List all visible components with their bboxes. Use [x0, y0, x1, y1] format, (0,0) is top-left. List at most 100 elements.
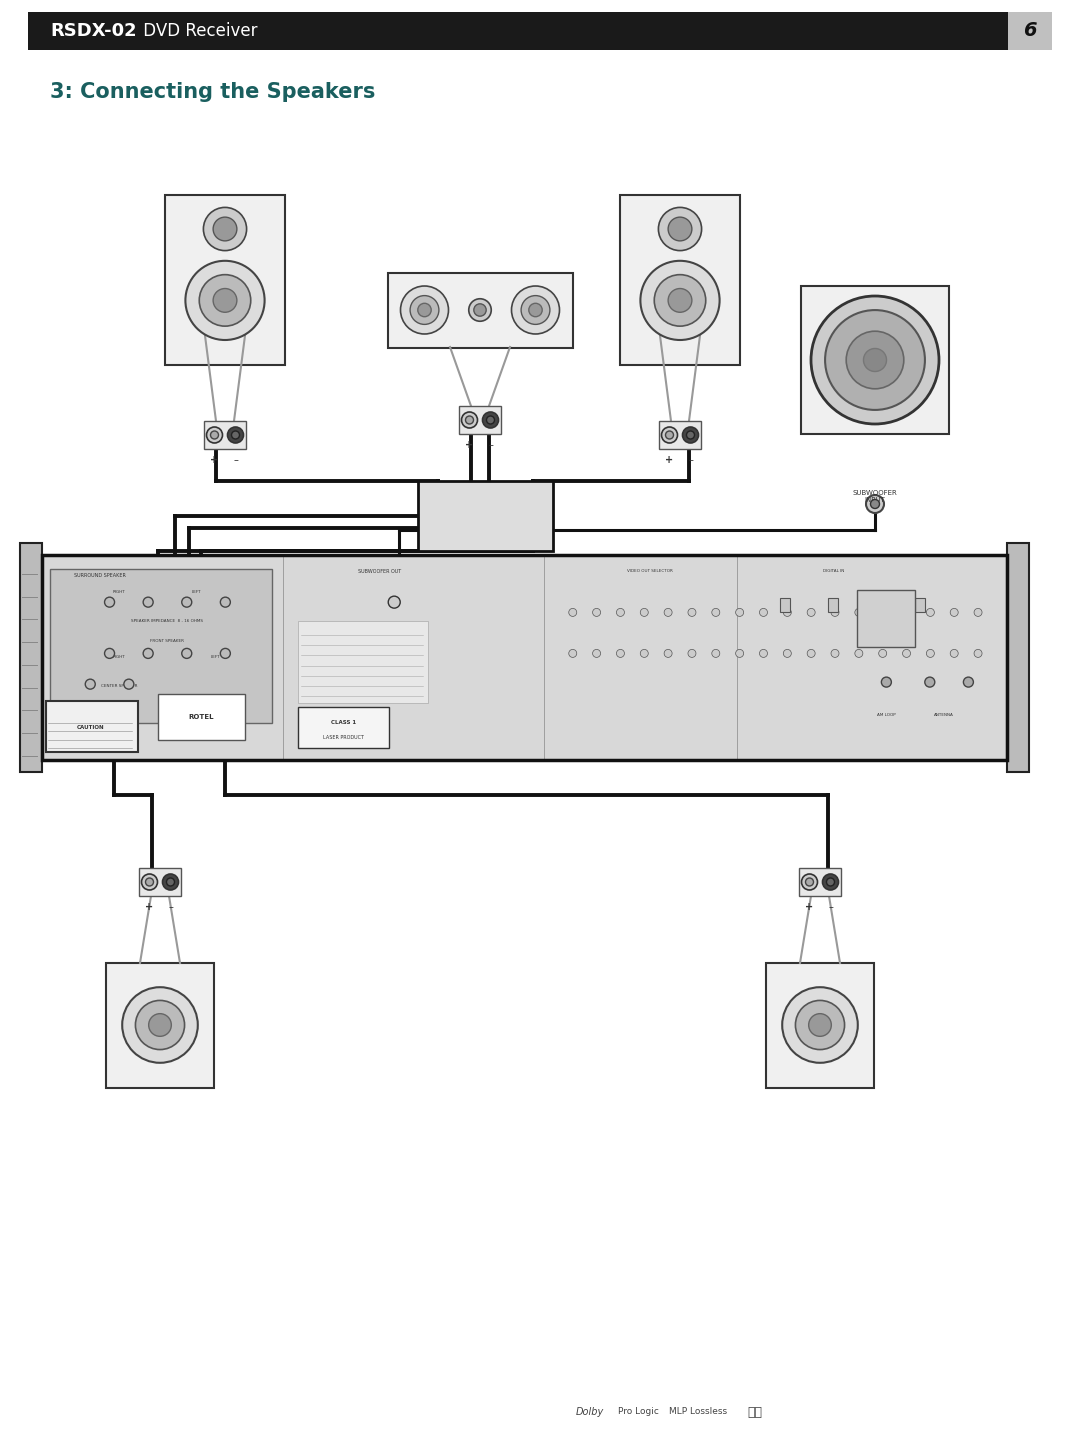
Bar — [42, 554, 1007, 760]
Text: +: + — [146, 901, 153, 912]
Text: RIGHT: RIGHT — [112, 590, 125, 593]
Circle shape — [640, 261, 719, 340]
Circle shape — [105, 648, 114, 658]
Bar — [799, 868, 841, 896]
Circle shape — [782, 988, 858, 1063]
Circle shape — [688, 608, 696, 616]
Circle shape — [418, 304, 431, 317]
Circle shape — [664, 649, 672, 658]
Text: +: + — [665, 455, 674, 465]
Circle shape — [144, 598, 153, 608]
Text: +: + — [806, 901, 813, 912]
Text: DIGITAL IN: DIGITAL IN — [823, 569, 843, 573]
Circle shape — [683, 428, 699, 444]
Circle shape — [659, 207, 702, 251]
Circle shape — [186, 261, 265, 340]
Circle shape — [213, 288, 237, 312]
Text: FRONT SPEAKER: FRONT SPEAKER — [150, 639, 185, 644]
Circle shape — [181, 598, 192, 608]
Text: –: – — [233, 455, 238, 465]
Circle shape — [220, 648, 230, 658]
Circle shape — [950, 608, 958, 616]
Bar — [158, 694, 245, 740]
Circle shape — [669, 217, 692, 240]
Circle shape — [144, 648, 153, 658]
Circle shape — [231, 431, 240, 439]
Circle shape — [593, 649, 600, 658]
Circle shape — [85, 680, 95, 690]
Bar — [915, 599, 926, 612]
Circle shape — [141, 874, 158, 890]
Bar — [46, 700, 137, 752]
Circle shape — [228, 428, 243, 444]
Text: MLP Lossless: MLP Lossless — [669, 1407, 727, 1417]
Circle shape — [199, 275, 251, 325]
Bar — [21, 543, 42, 772]
Circle shape — [759, 649, 768, 658]
Circle shape — [203, 207, 246, 251]
Text: +: + — [211, 455, 218, 465]
Circle shape — [486, 416, 495, 423]
Circle shape — [162, 874, 178, 890]
Circle shape — [401, 287, 448, 334]
Circle shape — [569, 649, 577, 658]
Circle shape — [124, 680, 134, 690]
Circle shape — [569, 608, 577, 616]
Circle shape — [410, 295, 438, 324]
Bar — [298, 707, 390, 747]
Bar — [298, 621, 428, 703]
Bar — [766, 962, 874, 1087]
Circle shape — [512, 287, 559, 334]
Bar — [801, 287, 948, 433]
Circle shape — [640, 608, 648, 616]
Text: LEFT: LEFT — [191, 590, 201, 593]
Text: SUBWOOFER
INPUT: SUBWOOFER INPUT — [852, 490, 897, 503]
Bar — [1008, 12, 1052, 50]
Circle shape — [617, 649, 624, 658]
Circle shape — [974, 608, 982, 616]
Text: Pro Logic: Pro Logic — [618, 1407, 659, 1417]
Text: CENTER SPEAKER: CENTER SPEAKER — [100, 684, 137, 688]
Circle shape — [687, 431, 694, 439]
Circle shape — [825, 310, 924, 410]
Circle shape — [712, 608, 719, 616]
Text: ⓓⓓ: ⓓⓓ — [747, 1405, 762, 1418]
Bar — [1007, 543, 1029, 772]
Circle shape — [522, 295, 550, 324]
Circle shape — [469, 298, 491, 321]
Circle shape — [220, 598, 230, 608]
Circle shape — [669, 288, 692, 312]
Circle shape — [783, 649, 792, 658]
Circle shape — [146, 878, 153, 886]
Bar — [42, 554, 1007, 760]
Bar — [388, 272, 572, 347]
Text: CAUTION: CAUTION — [77, 724, 104, 730]
Circle shape — [640, 649, 648, 658]
Circle shape — [847, 331, 904, 389]
Circle shape — [783, 608, 792, 616]
Circle shape — [654, 275, 705, 325]
Text: 6: 6 — [1023, 22, 1037, 40]
Circle shape — [105, 598, 114, 608]
Circle shape — [688, 649, 696, 658]
Bar — [106, 962, 214, 1087]
Circle shape — [864, 348, 887, 372]
Circle shape — [388, 596, 401, 608]
Bar — [28, 12, 1052, 50]
Circle shape — [963, 677, 973, 687]
Bar — [780, 599, 791, 612]
Circle shape — [135, 1001, 185, 1050]
Circle shape — [903, 649, 910, 658]
Text: RIGHT: RIGHT — [112, 655, 125, 660]
Circle shape — [903, 608, 910, 616]
Circle shape — [809, 1014, 832, 1037]
Circle shape — [661, 428, 677, 444]
Circle shape — [974, 649, 982, 658]
Circle shape — [879, 649, 887, 658]
Circle shape — [927, 649, 934, 658]
Circle shape — [806, 878, 813, 886]
Circle shape — [927, 608, 934, 616]
Text: SPEAKER IMPEDANCE  8 - 16 OHMS: SPEAKER IMPEDANCE 8 - 16 OHMS — [132, 619, 203, 622]
Circle shape — [823, 874, 838, 890]
Text: ROTEL: ROTEL — [189, 714, 214, 720]
